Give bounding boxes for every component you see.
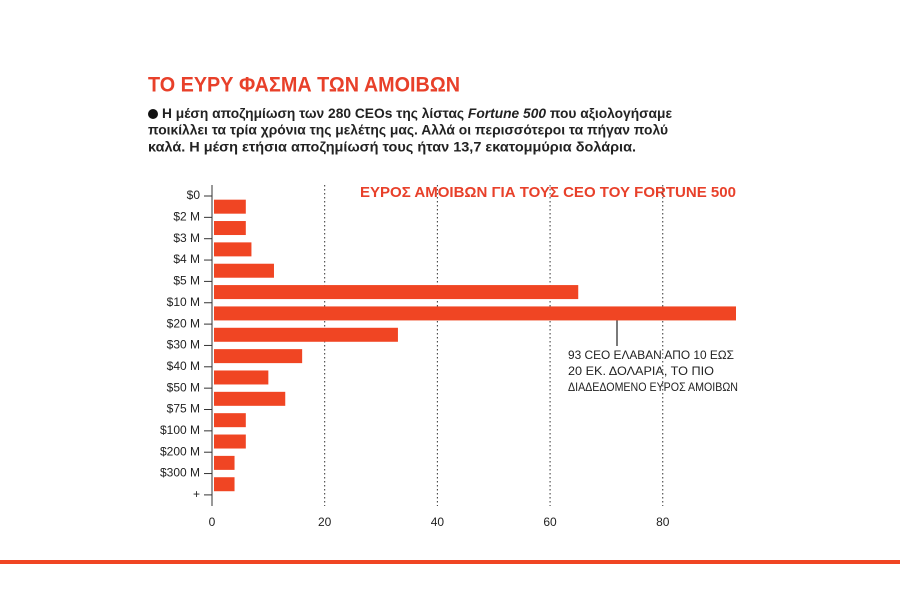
bullet: [148, 109, 158, 119]
y-tick-label: +: [193, 487, 200, 501]
annotation: 20 ΕΚ. ΔΟΛΑΡΙΑ, ΤΟ ΠΙΟ: [568, 364, 714, 378]
y-tick-label: $0: [187, 188, 201, 202]
chart-title: ΕΥΡΟΣ ΑΜΟΙΒΩΝ ΓΙΑ ΤΟΥΣ CEO ΤΟΥ FORTUNE 5…: [360, 184, 736, 201]
bar: [214, 263, 274, 278]
page-title: ΤΟ ΕΥΡΥ ΦΑΣΜΑ ΤΩΝ ΑΜΟΙΒΩΝ: [148, 74, 460, 97]
footer-rule: [0, 560, 900, 564]
bar: [214, 221, 246, 236]
bar: [214, 327, 398, 342]
y-tick-label: $2 M: [173, 210, 200, 224]
x-tick-label: 20: [318, 515, 332, 529]
bar: [214, 370, 269, 385]
bar: [214, 349, 303, 364]
bar: [214, 391, 286, 406]
bar: [214, 434, 246, 449]
subtitle-line: ποικίλλει τα τρία χρόνια της μελέτης μας…: [148, 122, 668, 138]
y-tick-label: $3 M: [173, 231, 200, 245]
bar: [214, 285, 579, 300]
annotation: 93 CEO ΕΛΑΒΑΝ ΑΠΟ 10 ΕΩΣ: [568, 348, 734, 362]
x-tick-label: 60: [543, 515, 557, 529]
y-tick-label: $5 M: [173, 274, 200, 288]
x-tick-label: 80: [656, 515, 670, 529]
subtitle-line: Η μέση αποζημίωση των 280 CEOs της λίστα…: [162, 105, 672, 121]
x-tick-label: 0: [209, 515, 216, 529]
y-tick-label: $75 M: [167, 402, 200, 416]
x-tick-label: 40: [431, 515, 445, 529]
subtitle-part: Η μέση αποζημίωση των 280 CEOs της λίστα…: [162, 105, 468, 121]
y-tick-label: $40 M: [167, 359, 200, 373]
bar: [214, 199, 246, 214]
y-tick-label: $300 M: [160, 466, 200, 480]
y-tick-label: $100 M: [160, 423, 200, 437]
y-tick-label: $200 M: [160, 444, 200, 458]
bar: [214, 413, 246, 428]
y-tick-label: $30 M: [167, 338, 200, 352]
subtitle-part: που αξιολογήσαμε: [546, 105, 672, 121]
y-tick-label: $20 M: [167, 316, 200, 330]
annotation: ΔΙΑΔΕΔΟΜΕΝΟ ΕΥΡΟΣ ΑΜΟΙΒΩΝ: [568, 380, 738, 394]
subtitle-line: καλά. Η μέση ετήσια αποζημίωσή τους ήταν…: [148, 139, 636, 155]
bar: [214, 242, 252, 257]
y-tick-label: $50 M: [167, 380, 200, 394]
bar: [214, 455, 235, 470]
subtitle-part: Fortune 500: [468, 105, 546, 121]
y-tick-label: $10 M: [167, 295, 200, 309]
y-tick-label: $4 M: [173, 252, 200, 266]
bar: [214, 477, 235, 492]
bar: [214, 306, 736, 321]
